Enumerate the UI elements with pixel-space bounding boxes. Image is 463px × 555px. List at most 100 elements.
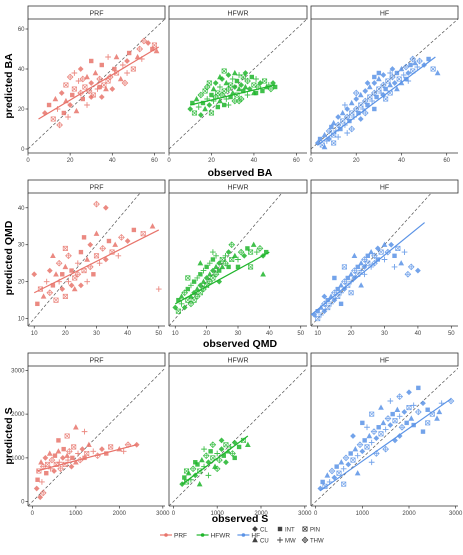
facet-strip <box>310 179 459 194</box>
legend-shape-CL: CL <box>252 526 268 534</box>
data-point <box>106 238 112 244</box>
data-point <box>78 282 84 289</box>
data-point <box>98 94 105 100</box>
data-point <box>376 70 382 76</box>
data-point <box>217 97 223 104</box>
data-point <box>214 450 221 457</box>
data-point <box>150 46 155 52</box>
data-point <box>206 80 212 86</box>
data-point <box>88 94 95 100</box>
data-point <box>232 252 238 259</box>
data-point <box>35 477 40 482</box>
data-point <box>134 53 141 60</box>
data-point <box>356 441 364 449</box>
data-point <box>328 467 336 475</box>
data-point <box>345 275 350 281</box>
data-point <box>72 275 78 281</box>
x-tick-label: 0 <box>309 158 313 164</box>
data-point <box>247 264 254 270</box>
data-point <box>378 249 384 255</box>
data-point <box>361 256 368 263</box>
data-point <box>331 140 337 146</box>
legend-item-HF: HF <box>237 533 260 540</box>
data-point <box>372 74 377 80</box>
data-point <box>378 431 384 437</box>
data-point <box>62 293 68 299</box>
data-point <box>124 58 130 64</box>
data-point <box>140 37 148 45</box>
legend-label: MW <box>285 539 296 545</box>
data-point <box>225 102 232 108</box>
legend-dot <box>164 533 168 537</box>
data-point <box>96 260 103 267</box>
data-point <box>113 53 120 60</box>
data-point <box>396 76 402 82</box>
facet-QMD-PRF: PRF 10 20 30 40 50 10 20 30 40 <box>18 179 166 337</box>
data-point <box>348 451 353 456</box>
data-point <box>415 267 421 274</box>
points-group <box>314 55 441 150</box>
data-point <box>328 300 334 307</box>
data-point <box>182 475 187 480</box>
fit-line <box>317 56 436 146</box>
data-point <box>82 84 88 90</box>
data-point <box>52 95 59 102</box>
data-point <box>361 97 369 105</box>
data-point <box>348 271 354 277</box>
legend-item-PRF: PRF <box>160 533 187 540</box>
data-point <box>235 264 241 270</box>
data-point <box>240 74 246 80</box>
facet-strip <box>310 352 459 367</box>
data-point <box>79 446 86 452</box>
data-point <box>37 494 44 501</box>
data-point <box>334 464 339 469</box>
data-point <box>348 125 356 133</box>
data-point <box>408 415 415 421</box>
data-point <box>105 78 111 84</box>
data-point <box>213 263 219 270</box>
data-point <box>373 435 380 442</box>
data-point <box>249 74 254 80</box>
data-point <box>202 105 208 112</box>
data-point <box>212 463 218 469</box>
legend-shape-THW: THW <box>301 536 324 545</box>
data-point <box>44 470 49 476</box>
data-point <box>401 409 408 415</box>
data-point <box>369 98 375 104</box>
data-point <box>195 104 202 110</box>
data-point <box>102 204 109 211</box>
data-point <box>223 79 230 86</box>
x-tick-label: 60 <box>151 158 158 164</box>
y-tick-label: 30 <box>18 243 25 249</box>
facet-strip-label: PRF <box>90 11 104 18</box>
data-point <box>342 102 348 108</box>
legend-label: HF <box>251 533 260 540</box>
data-point <box>222 252 229 259</box>
data-point <box>362 88 369 94</box>
x-axis-title: observed BA <box>208 167 273 179</box>
data-point <box>53 271 59 277</box>
data-point <box>370 428 378 435</box>
data-point <box>389 66 396 72</box>
data-point <box>55 448 62 454</box>
data-point <box>412 59 418 66</box>
data-point <box>331 474 338 481</box>
data-point <box>390 411 395 417</box>
data-point <box>93 230 100 236</box>
x-tick-label: 20 <box>67 158 74 164</box>
data-point <box>242 83 249 90</box>
data-point <box>244 77 251 85</box>
data-point <box>40 293 47 299</box>
data-point <box>72 424 79 430</box>
data-point <box>388 241 395 248</box>
y-tick-label: 2000 <box>11 412 25 418</box>
data-point <box>364 444 370 450</box>
facet-strip <box>27 179 166 194</box>
data-point <box>216 268 222 273</box>
data-point <box>57 465 64 473</box>
data-point <box>414 408 422 416</box>
data-point <box>112 241 119 247</box>
data-point <box>46 450 53 456</box>
data-point <box>210 85 217 92</box>
